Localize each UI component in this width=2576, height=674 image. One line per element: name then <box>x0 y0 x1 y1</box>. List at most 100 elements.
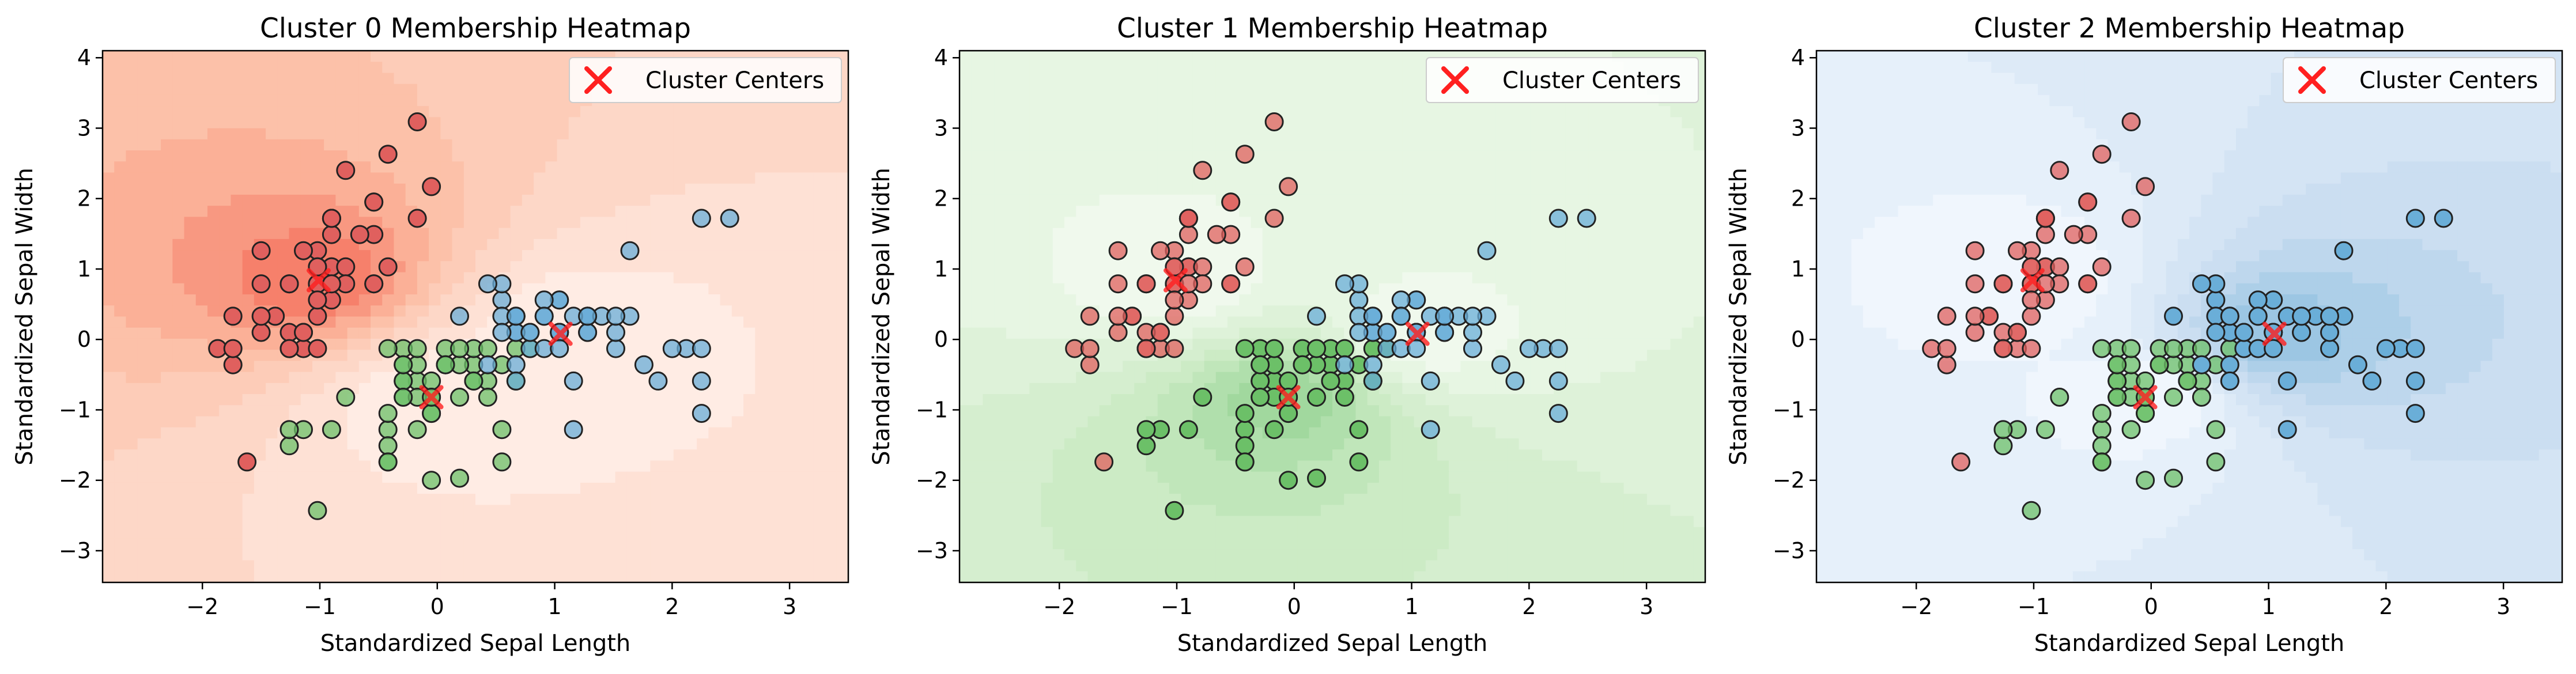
heatmap-cell <box>580 128 592 140</box>
heatmap-cell <box>1099 117 1112 129</box>
heatmap-cell <box>103 560 115 572</box>
heatmap-cell <box>639 571 651 582</box>
heatmap-cell <box>463 94 476 107</box>
heatmap-cell <box>626 117 639 129</box>
heatmap-cell <box>1449 206 1461 218</box>
heatmap-cell <box>1320 238 1333 251</box>
heatmap-cell <box>1635 238 1648 251</box>
heatmap-cell <box>545 228 558 240</box>
heatmap-cell <box>1239 161 1252 173</box>
heatmap-cell <box>1274 250 1286 262</box>
heatmap-cell <box>1460 238 1473 251</box>
heatmap-cell <box>382 238 395 251</box>
heatmap-cell <box>650 438 663 450</box>
heatmap-cell <box>731 150 744 162</box>
heatmap-cell <box>487 560 500 572</box>
heatmap-cell <box>195 516 208 528</box>
heatmap-cell <box>358 482 371 494</box>
heatmap-cell <box>1437 261 1449 273</box>
heatmap-cell <box>1123 84 1135 96</box>
heatmap-cell <box>825 449 837 461</box>
heatmap-cell <box>149 316 161 328</box>
heatmap-cell <box>1623 261 1636 273</box>
heatmap-cell <box>324 139 336 151</box>
heatmap-cell <box>289 217 301 229</box>
heatmap-cell <box>114 361 127 373</box>
heatmap-cell <box>708 438 721 450</box>
heatmap-cell <box>289 94 301 107</box>
heatmap-cell <box>971 51 984 62</box>
heatmap-cell <box>184 217 197 229</box>
heatmap-cell <box>254 482 266 494</box>
heatmap-cell <box>1670 338 1683 350</box>
heatmap-cell <box>1577 128 1589 140</box>
heatmap-cell <box>1367 150 1380 162</box>
heatmap-cell <box>277 383 290 395</box>
heatmap-cell <box>755 460 768 472</box>
heatmap-cell <box>813 316 826 328</box>
heatmap-cell <box>1052 316 1065 328</box>
heatmap-cell <box>161 327 173 339</box>
heatmap-cell <box>475 516 488 528</box>
heatmap-cell <box>1123 172 1135 184</box>
heatmap-cell <box>1157 206 1170 218</box>
heatmap-cell <box>1251 62 1263 74</box>
heatmap-cell <box>685 460 697 472</box>
heatmap-cell <box>207 327 220 339</box>
heatmap-cell <box>137 571 150 582</box>
heatmap-cell <box>429 150 441 162</box>
heatmap-cell <box>161 261 173 273</box>
heatmap-cell <box>960 94 972 107</box>
heatmap-cell <box>994 272 1007 284</box>
heatmap-cell <box>731 106 744 118</box>
heatmap-cell <box>755 250 768 262</box>
heatmap-cell <box>1215 183 1228 195</box>
heatmap-cell <box>1251 73 1263 85</box>
heatmap-cell <box>790 405 802 417</box>
heatmap-cell <box>207 549 220 561</box>
heatmap-cell <box>1052 261 1065 273</box>
heatmap-cell <box>207 516 220 528</box>
heatmap-cell <box>1041 294 1053 306</box>
heatmap-cell <box>324 538 336 550</box>
heatmap-cell <box>429 549 441 561</box>
heatmap-cell <box>184 350 197 362</box>
heatmap-cell <box>371 294 383 306</box>
heatmap-cell <box>673 560 686 572</box>
heatmap-cell <box>1646 161 1659 173</box>
heatmap-cell <box>580 250 592 262</box>
heatmap-cell <box>335 316 348 328</box>
heatmap-cell <box>813 427 826 439</box>
heatmap-cell <box>1064 206 1077 218</box>
heatmap-cell <box>522 128 534 140</box>
heatmap-cell <box>1286 316 1298 328</box>
heatmap-cell <box>266 62 278 74</box>
heatmap-cell <box>312 538 324 550</box>
heatmap-cell <box>1146 94 1158 107</box>
heatmap-cell <box>1006 194 1018 206</box>
heatmap-cell <box>534 228 546 240</box>
heatmap-cell <box>463 206 476 218</box>
heatmap-cell <box>545 505 558 517</box>
heatmap-cell <box>475 94 488 107</box>
heatmap-cell <box>1600 272 1612 284</box>
heatmap-cell <box>1076 73 1089 85</box>
heatmap-cell <box>1670 128 1683 140</box>
heatmap-cell <box>1123 217 1135 229</box>
heatmap-cell <box>195 161 208 173</box>
heatmap-cell <box>195 128 208 140</box>
heatmap-cell <box>1134 172 1147 184</box>
heatmap-cell <box>161 73 173 85</box>
heatmap-cell <box>452 84 464 96</box>
heatmap-cell <box>720 527 732 539</box>
heatmap-cell <box>836 238 848 251</box>
heatmap-cell <box>498 261 511 273</box>
heatmap-cell <box>242 228 255 240</box>
heatmap-cell <box>592 350 605 362</box>
heatmap-cell <box>743 482 756 494</box>
heatmap-cell <box>639 316 651 328</box>
heatmap-cell <box>836 150 848 162</box>
scatter-points <box>208 112 739 520</box>
heatmap-cell <box>440 527 453 539</box>
heatmap-cell <box>510 449 523 461</box>
